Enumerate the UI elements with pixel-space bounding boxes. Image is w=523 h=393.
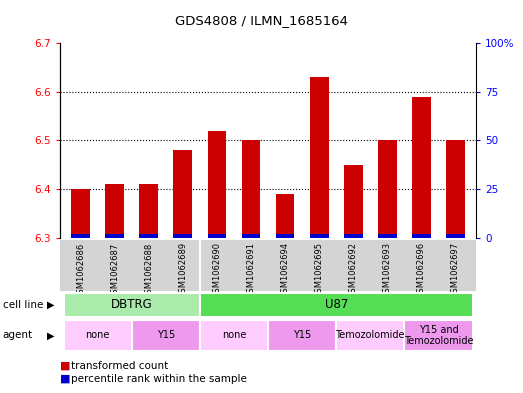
Text: Temozolomide: Temozolomide	[336, 331, 405, 340]
Bar	[132, 320, 200, 351]
Text: GSM1062691: GSM1062691	[246, 242, 256, 298]
Text: agent: agent	[3, 331, 33, 340]
Bar	[64, 320, 132, 351]
Bar	[242, 234, 260, 238]
Bar	[344, 165, 362, 238]
Bar	[105, 184, 124, 238]
Bar	[344, 234, 362, 238]
Bar	[276, 234, 294, 238]
Text: none: none	[85, 331, 110, 340]
Bar	[336, 320, 404, 351]
Bar	[276, 194, 294, 238]
Text: GSM1062690: GSM1062690	[212, 242, 221, 298]
Text: Y15 and
Temozolomide: Y15 and Temozolomide	[404, 325, 473, 346]
Text: GSM1062695: GSM1062695	[315, 242, 324, 298]
Bar	[412, 234, 431, 238]
Bar	[200, 320, 268, 351]
Bar	[105, 234, 124, 238]
Text: GSM1062687: GSM1062687	[110, 242, 119, 299]
Text: none: none	[222, 331, 246, 340]
Bar	[404, 320, 472, 351]
Text: cell line: cell line	[3, 300, 43, 310]
Text: ■: ■	[60, 374, 74, 384]
Bar	[446, 140, 465, 238]
Text: GSM1062697: GSM1062697	[451, 242, 460, 298]
Bar	[174, 234, 192, 238]
Bar	[268, 320, 336, 351]
Bar	[140, 234, 158, 238]
Bar	[378, 234, 396, 238]
Bar	[208, 234, 226, 238]
Text: Y15: Y15	[157, 331, 175, 340]
Bar	[64, 293, 200, 317]
Text: GSM1062688: GSM1062688	[144, 242, 153, 299]
Text: DBTRG: DBTRG	[111, 298, 153, 311]
Bar	[208, 131, 226, 238]
Text: ▶: ▶	[47, 331, 54, 340]
Bar	[310, 77, 328, 238]
Bar	[174, 150, 192, 238]
Bar	[71, 234, 90, 238]
Text: ■: ■	[60, 361, 74, 371]
Text: ▶: ▶	[47, 300, 54, 310]
Bar	[140, 184, 158, 238]
Text: U87: U87	[324, 298, 348, 311]
Text: GSM1062696: GSM1062696	[417, 242, 426, 298]
Bar	[412, 97, 431, 238]
Bar	[310, 234, 328, 238]
Bar	[242, 140, 260, 238]
Text: Y15: Y15	[293, 331, 311, 340]
Text: percentile rank within the sample: percentile rank within the sample	[71, 374, 246, 384]
Text: transformed count: transformed count	[71, 361, 168, 371]
Text: GDS4808 / ILMN_1685164: GDS4808 / ILMN_1685164	[175, 14, 348, 27]
Text: GSM1062693: GSM1062693	[383, 242, 392, 298]
Text: GSM1062694: GSM1062694	[280, 242, 290, 298]
Text: GSM1062686: GSM1062686	[76, 242, 85, 299]
Bar	[71, 189, 90, 238]
Bar	[378, 140, 396, 238]
Text: GSM1062692: GSM1062692	[349, 242, 358, 298]
Text: GSM1062689: GSM1062689	[178, 242, 187, 298]
Bar	[200, 293, 472, 317]
Bar	[446, 234, 465, 238]
